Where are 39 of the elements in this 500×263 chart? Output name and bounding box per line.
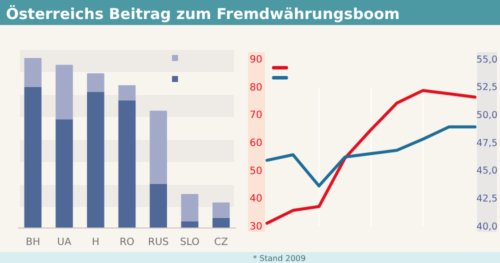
bar	[150, 184, 167, 228]
y-tick-label: 60	[250, 138, 262, 149]
bar	[24, 86, 42, 228]
x-tick-label: RUS	[148, 237, 169, 248]
x-tick-label: UA	[57, 237, 72, 248]
x-tick-label: CZ	[214, 237, 228, 248]
bar	[150, 110, 167, 184]
y-tick-label: 40	[250, 194, 262, 205]
chart-title: Österreichs Beitrag zum Fremdwährungsboom	[6, 5, 400, 23]
x-tick-label: SLO	[180, 237, 200, 248]
text: * Stand 2009	[253, 254, 306, 263]
y2-tick-label: 55,0	[476, 54, 498, 66]
y-tick-label: 50	[250, 166, 262, 177]
bar	[212, 202, 230, 218]
bar	[181, 221, 198, 228]
line-series	[266, 125, 476, 188]
y-tick-label: 90	[250, 54, 262, 66]
x-tick-label: BH	[26, 237, 40, 248]
line-series	[266, 88, 476, 225]
x-tick-label: RO	[120, 237, 135, 248]
bar	[181, 194, 198, 222]
x-tick-label: H	[92, 237, 100, 248]
y-tick-label: 80	[250, 82, 262, 94]
y2-tick-label: 50,0	[476, 110, 498, 121]
bar	[118, 85, 136, 100]
bar	[56, 119, 73, 228]
y2-tick-label: 45,0	[476, 166, 498, 177]
bar	[118, 100, 136, 228]
bar	[87, 73, 104, 92]
y-tick-label: 30	[250, 222, 262, 232]
y2-tick-label: 42,5	[476, 193, 498, 204]
bar	[56, 64, 73, 120]
y2-tick-label: 40,0	[476, 221, 498, 232]
bar	[212, 218, 230, 228]
y2-tick-label: 47,5	[476, 138, 498, 149]
bar	[24, 58, 42, 87]
bar	[87, 92, 104, 228]
y-tick-label: 70	[250, 110, 262, 122]
y2-tick-label: 52,5	[476, 82, 498, 94]
